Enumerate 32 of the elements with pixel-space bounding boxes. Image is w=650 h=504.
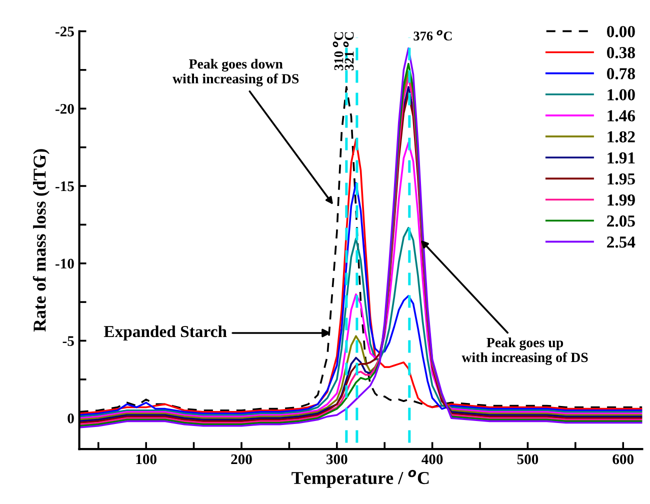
legend-label: 1.00 [608,89,635,100]
annotation: Peak goes up with increasing of DS [462,338,588,366]
y-tick-label: -20 [56,104,74,114]
x-tick-label: 300 [326,454,348,464]
legend-label: 1.82 [608,131,635,143]
legend-label: 0.78 [607,68,635,80]
y-tick-label: 0 [68,413,74,424]
ref-line-label: 376 $^{o}$C [414,30,452,40]
ref-line-label: 310 $^{o}$C [332,32,344,70]
x-axis-title: Temperature / $^{o}$C [292,470,429,488]
y-tick-label: -25 [56,26,74,36]
x-tick-label: 500 [517,454,538,464]
ref-line-label: 321 $^{o}$C [343,32,354,70]
y-tick-label: -15 [56,181,74,192]
legend-label: 1.91 [608,152,635,164]
annotation: Peak goes down with increasing of DS [172,58,299,86]
legend-label: 1.46 [608,110,636,122]
y-tick-label: -10 [56,258,74,269]
legend-label: 0.38 [607,47,635,58]
y-tick-label: -5 [62,336,74,346]
x-tick-label: 400 [422,454,443,464]
y-axis-title: Rate of mass loss (dTG) [32,149,50,332]
legend-label: 0.00 [607,26,635,38]
x-tick-label: 600 [612,454,634,464]
x-tick-label: 200 [231,454,252,464]
annotation: Expanded Starch [104,325,227,341]
line-series [79,226,642,418]
legend-label: 2.54 [607,236,636,248]
legend-label: 1.95 [608,173,635,185]
x-tick-label: 100 [136,454,156,464]
legend-label: 2.05 [607,215,635,227]
legend-label: 1.99 [608,194,635,206]
